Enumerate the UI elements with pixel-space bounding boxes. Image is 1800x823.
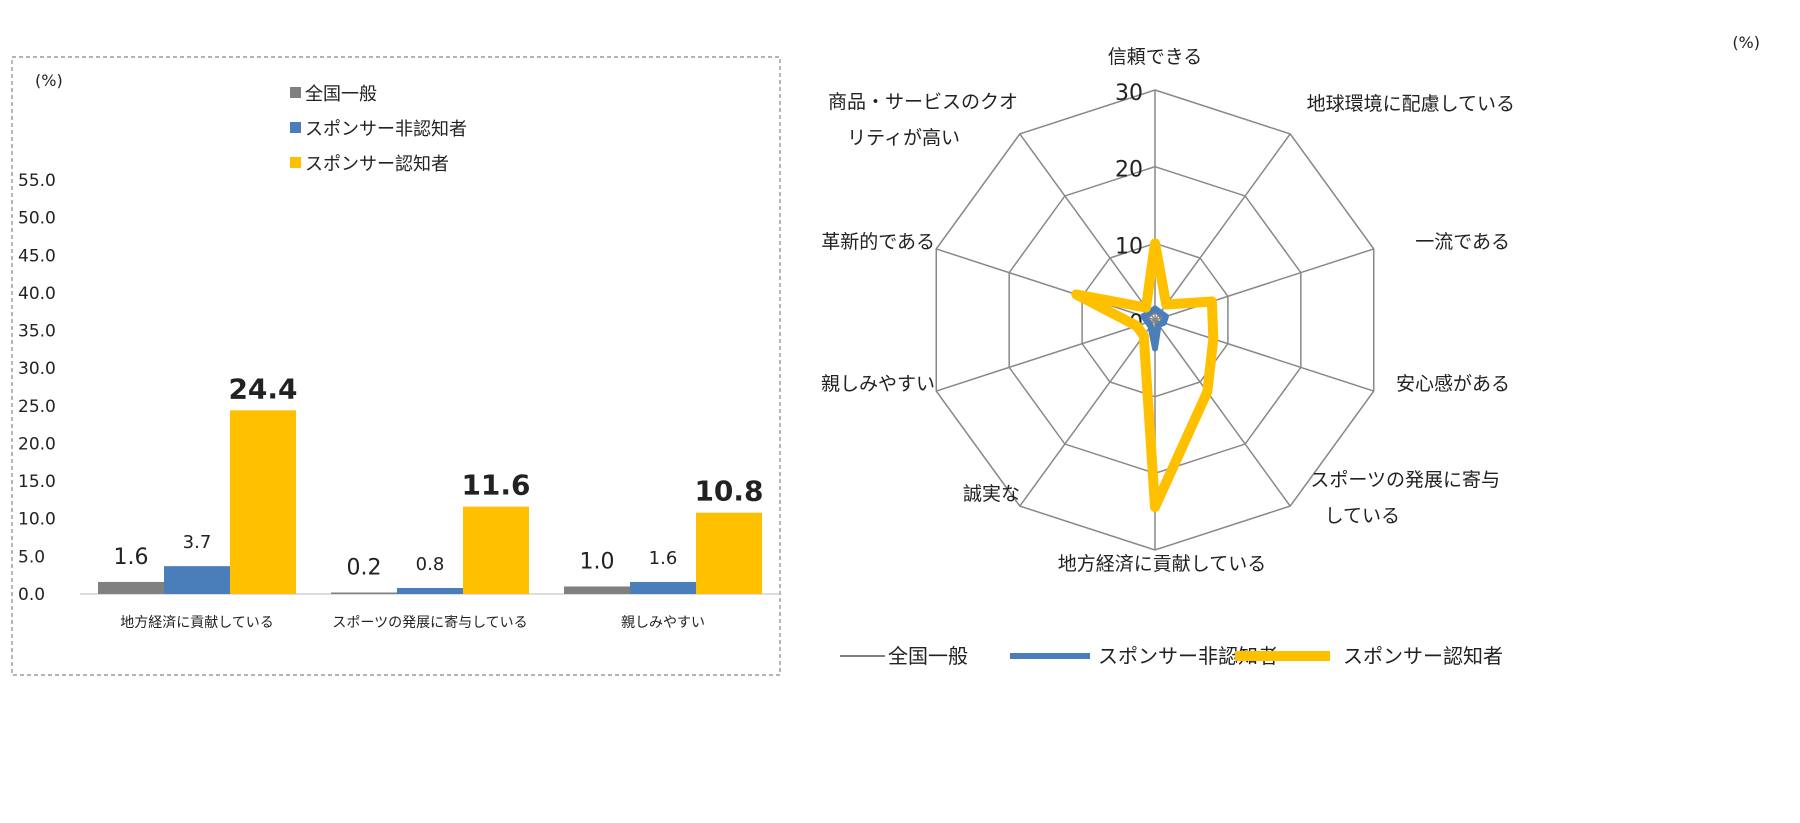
legend-label: 全国一般 <box>305 84 377 105</box>
y-tick-label: 40.0 <box>18 284 56 304</box>
radial-tick-label: 30 <box>1115 81 1143 106</box>
y-tick-label: 15.0 <box>18 472 56 492</box>
legend-swatch <box>290 157 301 168</box>
y-axis-unit: (%) <box>35 71 63 90</box>
x-tick-label: 地方経済に貢献している <box>120 615 274 631</box>
bar <box>564 586 630 594</box>
radar-spoke <box>1154 133 1291 321</box>
legend-swatch <box>290 122 301 133</box>
radar-spoke <box>1154 319 1374 392</box>
data-label: 10.8 <box>694 475 763 508</box>
radar-unit: (%) <box>1732 33 1760 52</box>
radar-axis-label: スポーツの発展に寄与している <box>1310 469 1500 527</box>
bar <box>331 592 397 594</box>
radar-spoke <box>936 248 1156 321</box>
radar-series-line <box>1140 305 1169 352</box>
bar <box>98 581 164 594</box>
y-tick-label: 35.0 <box>18 322 56 342</box>
radar-axis-label: 誠実な <box>963 483 1020 505</box>
radar-axis-label: 信頼できる <box>1108 46 1203 68</box>
radial-tick-label: 20 <box>1115 158 1143 183</box>
legend-label: スポンサー認知者 <box>305 154 449 175</box>
radar-spoke <box>1154 319 1291 507</box>
data-label: 0.8 <box>416 554 445 575</box>
bar <box>630 581 696 594</box>
radar-spoke <box>936 319 1156 392</box>
radar-axis-label: 地球環境に配慮している <box>1307 93 1515 115</box>
data-label: 24.4 <box>228 372 297 405</box>
data-label: 0.2 <box>347 555 382 580</box>
y-tick-label: 0.0 <box>18 585 45 605</box>
data-label: 3.7 <box>183 532 212 553</box>
y-tick-label: 50.0 <box>18 209 56 229</box>
radar-series-line <box>1071 238 1219 513</box>
legend-swatch <box>290 87 301 98</box>
bar <box>230 410 296 594</box>
bar <box>463 506 529 594</box>
radar-axis-label: 安心感がある <box>1396 373 1510 395</box>
radar-spoke <box>1019 133 1156 321</box>
legend-label: スポンサー認知者 <box>1343 644 1503 668</box>
bar <box>164 566 230 594</box>
x-tick-label: 親しみやすい <box>621 615 705 631</box>
y-tick-label: 45.0 <box>18 246 56 266</box>
radar-axis-label: 一流である <box>1415 231 1510 253</box>
data-label: 11.6 <box>461 469 530 502</box>
data-label: 1.6 <box>649 548 678 569</box>
bar <box>397 587 463 594</box>
data-label: 1.6 <box>114 545 149 570</box>
radar-axis-label: 商品・サービスのクオリティが高い <box>828 91 1018 149</box>
radar-axis-label: 革新的である <box>821 231 935 253</box>
x-tick-label: スポーツの発展に寄与している <box>332 614 527 631</box>
radial-tick-label: 10 <box>1115 234 1143 259</box>
bar <box>696 512 762 594</box>
radar-axis-label: 親しみやすい <box>821 373 935 395</box>
y-tick-label: 5.0 <box>18 547 45 567</box>
legend-label: 全国一般 <box>888 644 968 668</box>
radar-spoke <box>1019 319 1156 507</box>
legend-label: スポンサー非認知者 <box>305 119 467 140</box>
y-tick-label: 30.0 <box>18 359 56 379</box>
y-tick-label: 55.0 <box>18 171 56 191</box>
y-tick-label: 10.0 <box>18 510 56 530</box>
y-tick-label: 25.0 <box>18 397 56 417</box>
data-label: 1.0 <box>580 549 615 574</box>
radar-axis-label: 地方経済に貢献している <box>1058 553 1266 575</box>
y-tick-label: 20.0 <box>18 434 56 454</box>
radar-spoke <box>1154 248 1374 321</box>
